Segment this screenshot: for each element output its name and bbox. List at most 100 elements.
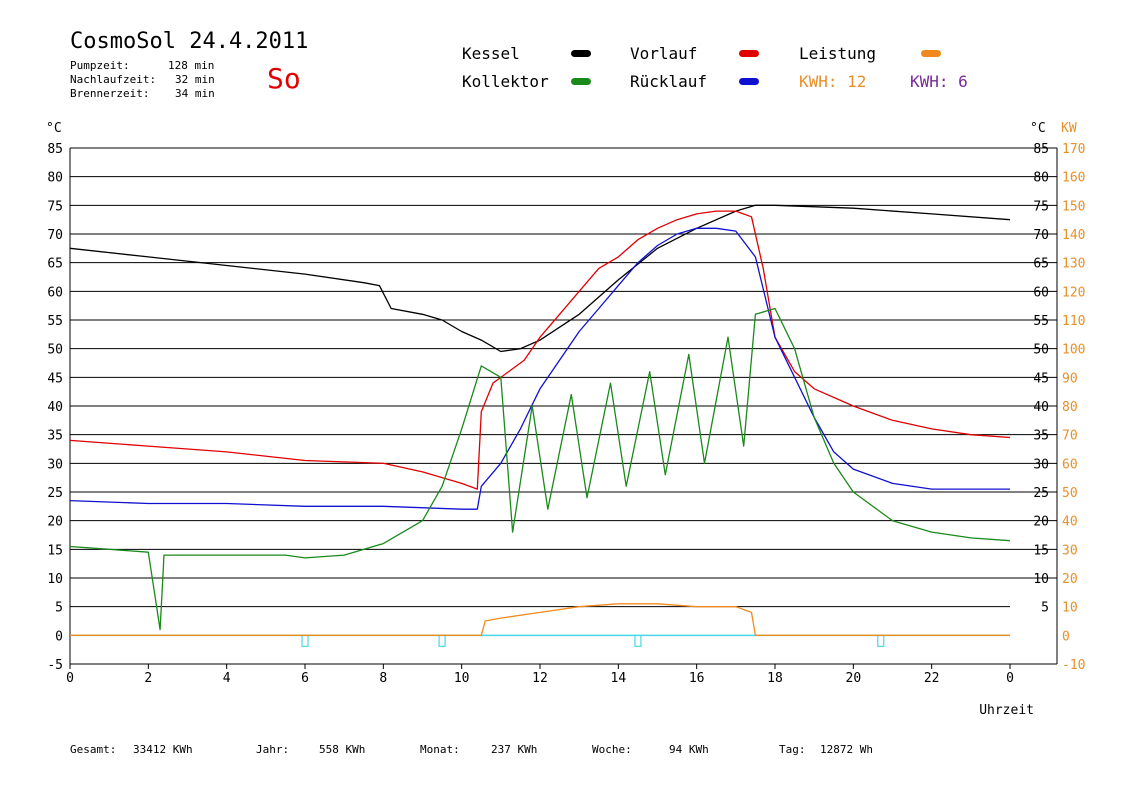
y-tick-label-right-kw: 160 (1062, 171, 1085, 186)
y-tick-label-right-kw: 140 (1062, 228, 1085, 243)
y-tick-label-left: 20 (47, 515, 63, 530)
legend-kessel-swatch (571, 50, 591, 57)
footer-year-label: Jahr: (256, 743, 290, 756)
footer-day-label: Tag: (779, 743, 806, 756)
y-tick-label-left: 50 (47, 343, 63, 358)
x-tick-label: 4 (223, 671, 231, 686)
footer-day-value: 12872 Wh (820, 743, 873, 756)
x-tick-label: 22 (924, 671, 940, 686)
y-tick-label-left: 60 (47, 285, 63, 300)
series-line-kollektor (69, 307, 1011, 631)
y-tick-label-left: 55 (47, 314, 63, 329)
y-tick-label-left: 65 (47, 257, 63, 272)
y-tick-label-right-c: 10 (1033, 572, 1049, 587)
series-line-rücklauf (69, 227, 1010, 510)
x-axis-label: Uhrzeit (979, 703, 1034, 718)
legend-leistung-label: Leistung (799, 44, 877, 63)
y-tick-label-right-c: 80 (1033, 171, 1049, 186)
legend-ruecklauf-label: Rücklauf (630, 72, 708, 91)
y-tick-label-right-c: 30 (1033, 457, 1049, 472)
y-tick-label-left: 5 (55, 601, 63, 616)
zero-line-marker (877, 634, 885, 647)
pump-time-value: 128 min (168, 59, 215, 72)
y-tick-label-right-kw: 170 (1062, 142, 1085, 157)
y-tick-label-right-kw: 100 (1062, 343, 1085, 358)
legend-kollektor-label: Kollektor (462, 72, 549, 91)
overrun-time-value: 32 min (175, 73, 215, 86)
y-tick-label-right-kw: 0 (1062, 629, 1070, 644)
x-tick-label: 0 (1006, 671, 1014, 686)
footer-week-value: 94 KWh (669, 743, 709, 756)
footer-total-label: Gesamt: (70, 743, 117, 756)
footer-week-label: Woche: (592, 743, 632, 756)
y-tick-label-left: -5 (47, 658, 63, 673)
x-tick-label: 10 (454, 671, 470, 686)
y-tick-label-left: 80 (47, 171, 63, 186)
y-tick-label-right-c: 50 (1033, 343, 1049, 358)
y-tick-label-right-kw: 70 (1062, 429, 1078, 444)
burner-time-label: Brennerzeit: (70, 87, 150, 100)
burner-time-value: 34 min (175, 87, 215, 100)
y-axis-label-right-c: °C (1030, 121, 1046, 136)
zero-line-marker (301, 634, 309, 647)
y-tick-label-right-kw: 10 (1062, 601, 1078, 616)
y-tick-label-right-c: 85 (1033, 142, 1049, 157)
y-tick-label-left: 30 (47, 457, 63, 472)
footer-total-value: 33412 KWh (133, 743, 193, 756)
y-tick-label-left: 75 (47, 199, 63, 214)
chart-title: CosmoSol 24.4.2011 (70, 29, 309, 54)
y-tick-label-right-kw: 120 (1062, 285, 1085, 300)
y-tick-label-right-kw: 40 (1062, 515, 1078, 530)
y-tick-label-right-c: 5 (1041, 601, 1049, 616)
y-tick-label-right-c: 45 (1033, 371, 1049, 386)
legend-kollektor-swatch (571, 78, 591, 85)
series-line-leistung (70, 603, 1010, 636)
y-tick-label-right-c: 40 (1033, 400, 1049, 415)
y-tick-label-right-c: 25 (1033, 486, 1049, 501)
y-tick-label-left: 70 (47, 228, 63, 243)
y-axis-label-right-kw: KW (1061, 121, 1077, 136)
y-tick-label-right-kw: 110 (1062, 314, 1085, 329)
x-tick-label: 20 (846, 671, 862, 686)
legend-kessel-label: Kessel (462, 44, 520, 63)
legend-leistung-swatch (921, 50, 941, 57)
y-tick-label-left: 35 (47, 429, 63, 444)
y-tick-label-right-kw: -10 (1062, 658, 1085, 673)
legend-vorlauf-label: Vorlauf (630, 44, 698, 63)
zero-line-marker (634, 634, 642, 647)
y-tick-label-right-c: 55 (1033, 314, 1049, 329)
legend-kwh-secondary: KWH: 6 (910, 72, 968, 91)
x-tick-label: 18 (767, 671, 783, 686)
y-tick-label-left: 85 (47, 142, 63, 157)
zero-line-marker (438, 634, 446, 647)
legend-ruecklauf-swatch (739, 78, 759, 85)
y-tick-label-right-c: 20 (1033, 515, 1049, 530)
y-tick-label-right-c: 15 (1033, 543, 1049, 558)
y-tick-label-right-kw: 50 (1062, 486, 1078, 501)
y-tick-label-right-c: 75 (1033, 199, 1049, 214)
x-tick-label: 6 (301, 671, 309, 686)
y-tick-label-right-kw: 80 (1062, 400, 1078, 415)
y-tick-label-right-kw: 150 (1062, 199, 1085, 214)
y-tick-label-left: 10 (47, 572, 63, 587)
y-tick-label-right-kw: 20 (1062, 572, 1078, 587)
y-tick-label-right-kw: 60 (1062, 457, 1078, 472)
y-tick-label-left: 15 (47, 543, 63, 558)
y-tick-label-right-c: 70 (1033, 228, 1049, 243)
overrun-time-label: Nachlaufzeit: (70, 73, 157, 86)
x-tick-label: 12 (532, 671, 548, 686)
series-line-kessel (69, 204, 1011, 353)
x-tick-label: 2 (144, 671, 152, 686)
weekday-label: So (267, 62, 301, 95)
footer-year-value: 558 KWh (319, 743, 366, 756)
y-tick-label-left: 40 (47, 400, 63, 415)
y-tick-label-right-kw: 130 (1062, 257, 1085, 272)
x-tick-label: 16 (689, 671, 705, 686)
footer-month-value: 237 KWh (491, 743, 538, 756)
legend-vorlauf-swatch (739, 50, 759, 57)
y-tick-label-left: 45 (47, 371, 63, 386)
legend-kwh-leistung: KWH: 12 (799, 72, 867, 91)
y-axis-label-left: °C (46, 121, 62, 136)
y-tick-label-right-c: 35 (1033, 429, 1049, 444)
y-tick-label-right-c: 65 (1033, 257, 1049, 272)
